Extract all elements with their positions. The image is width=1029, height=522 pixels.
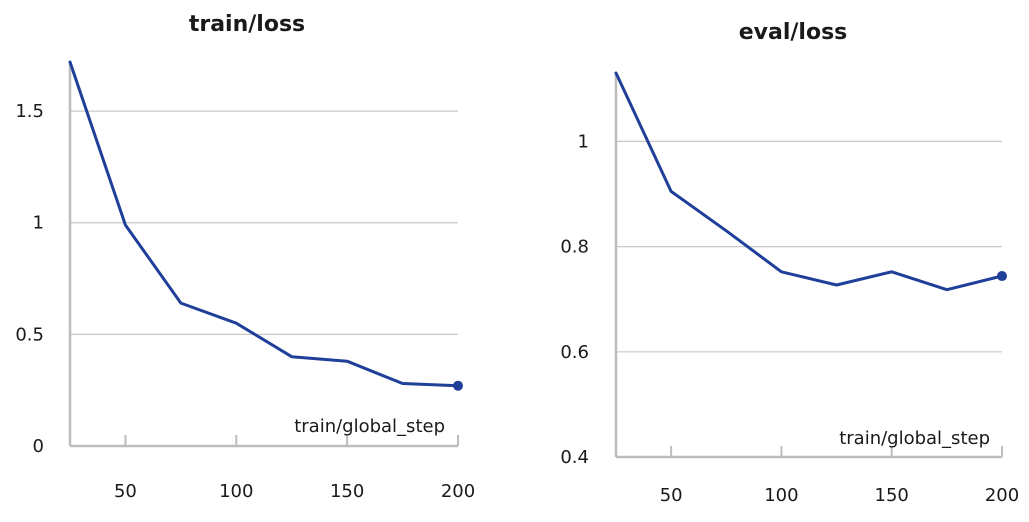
x-tick-label: 200 xyxy=(985,485,1019,506)
y-tick-label: 0 xyxy=(33,436,44,457)
x-tick-label: 100 xyxy=(219,481,253,502)
x-tick-label: 50 xyxy=(660,485,683,506)
y-tick-label: 1 xyxy=(33,213,44,234)
x-axis-label: train/global_step xyxy=(294,416,445,437)
x-tick-label: 200 xyxy=(441,481,475,502)
y-tick-label: 0.8 xyxy=(560,237,589,258)
y-tick-label: 0.4 xyxy=(560,447,589,468)
series-line xyxy=(68,60,460,388)
series-endpoint xyxy=(997,271,1007,282)
x-axis-label: train/global_step xyxy=(839,428,990,449)
x-tick-label: 100 xyxy=(764,485,798,506)
y-tick-label: 0.5 xyxy=(15,324,44,345)
y-tick-label: 1 xyxy=(578,131,589,152)
x-tick-label: 50 xyxy=(114,481,137,502)
chart-title: train/loss xyxy=(189,12,305,37)
series-line xyxy=(614,71,1004,292)
x-tick-label: 150 xyxy=(875,485,909,506)
chart-title: eval/loss xyxy=(739,20,848,45)
y-tick-label: 1.5 xyxy=(15,101,44,122)
x-tick-label: 150 xyxy=(330,481,364,502)
series-endpoint xyxy=(453,380,463,391)
y-tick-label: 0.6 xyxy=(560,342,589,363)
chart-1: train/loss 0 0.5 1 1.5 50 100 150 200 train/globa… xyxy=(15,12,475,502)
